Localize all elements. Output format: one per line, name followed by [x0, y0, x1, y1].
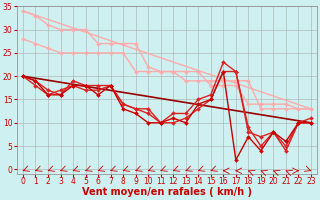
- X-axis label: Vent moyen/en rafales ( km/h ): Vent moyen/en rafales ( km/h ): [82, 187, 252, 197]
